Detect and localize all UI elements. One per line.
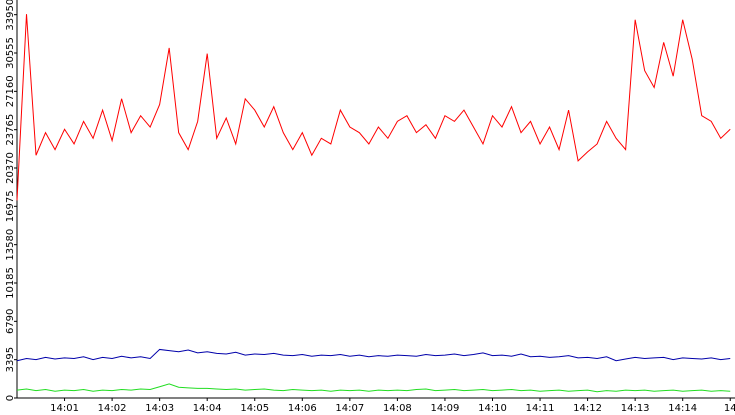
x-tick-label: 14:11 [526,403,555,414]
x-tick-label: 14:06 [288,403,317,414]
y-tick-label: 10185 [5,267,16,299]
x-tick-label: 14:13 [621,403,650,414]
x-tick-label: 14:09 [431,403,460,414]
x-tick-label: 14:07 [335,403,364,414]
y-tick-label: 6790 [5,309,16,334]
series-line [16,383,731,393]
y-tick-label: 27160 [5,75,16,107]
y-tick-label: 20370 [5,152,16,184]
x-tick-label: 14:12 [573,403,602,414]
x-tick-label: 14:02 [98,403,127,414]
x-tick-label: 14:01 [50,403,79,414]
y-tick-label: 16975 [5,190,16,222]
y-tick-label: 30555 [5,37,16,69]
y-tick-label: 0 [5,395,16,401]
series-line [16,14,731,201]
y-tick-label: 3395 [5,347,16,372]
x-tick-label: 14:10 [478,403,507,414]
x-tick-label: 14:14 [668,403,697,414]
y-tick-label: 13580 [5,229,16,261]
x-tick-label: 14:08 [383,403,412,414]
y-tick-label: 33950 [5,0,16,31]
x-tick-label: 14:05 [240,403,269,414]
y-tick-label: 23765 [5,114,16,146]
x-tick-label: 14:03 [145,403,174,414]
x-tick-label: 14 [724,403,735,414]
x-tick-label: 14:04 [193,403,222,414]
series-line [16,348,731,362]
